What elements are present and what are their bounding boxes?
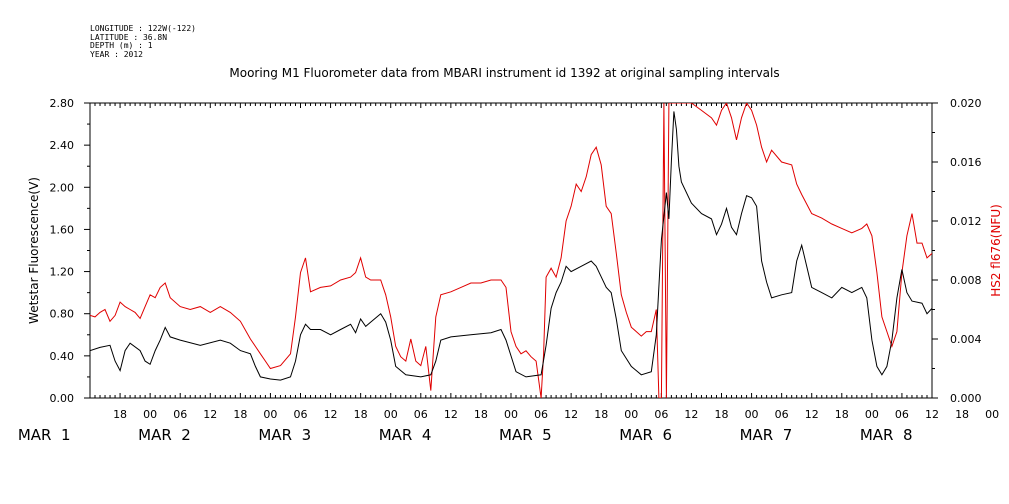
x-hour-tick-label: 12: [203, 408, 217, 421]
x-hour-tick-label: 12: [324, 408, 338, 421]
x-hour-tick-label: 06: [294, 408, 308, 421]
x-hour-tick-label: 06: [173, 408, 187, 421]
x-hour-tick-label: 18: [715, 408, 729, 421]
right-y-tick-label: 0.004: [950, 333, 982, 346]
x-hour-tick-label: 18: [835, 408, 849, 421]
latitude-label: LATITUDE : 36.8N: [90, 32, 168, 42]
x-hour-tick-label: 00: [263, 408, 277, 421]
x-hour-tick-label: 06: [534, 408, 548, 421]
left-y-tick-label: 2.80: [50, 97, 75, 110]
left-y-tick-label: 0.80: [50, 308, 75, 321]
plot-frame: [89, 102, 933, 399]
x-hour-tick-label: 12: [684, 408, 698, 421]
right-y-tick-label: 0.016: [950, 156, 982, 169]
x-day-label: MAR 5: [499, 426, 552, 444]
x-hour-tick-label: 06: [414, 408, 428, 421]
right-y-tick-label: 0.000: [950, 392, 982, 405]
hs2-series-line: [90, 103, 932, 398]
location-metadata: LONGITUDE : 122W(-122) LATITUDE : 36.8N …: [90, 24, 196, 59]
x-day-label: MAR 7: [740, 426, 793, 444]
longitude-label: LONGITUDE : 122W(-122): [90, 24, 196, 33]
x-day-label: MAR 3: [258, 426, 311, 444]
x-hour-tick-label: 12: [444, 408, 458, 421]
right-y-tick-label: 0.008: [950, 274, 982, 287]
left-y-tick-label: 2.00: [50, 181, 75, 194]
x-hour-tick-label: 00: [624, 408, 638, 421]
chart-title: Mooring M1 Fluorometer data from MBARI i…: [229, 66, 780, 80]
x-hour-tick-label: 18: [233, 408, 247, 421]
left-y-tick-label: 0.00: [50, 392, 75, 405]
x-day-label: MAR 1: [18, 426, 71, 444]
left-y-tick-label: 0.40: [50, 350, 75, 363]
right-y-tick-label: 0.020: [950, 97, 982, 110]
x-hour-tick-label: 18: [113, 408, 127, 421]
x-hour-tick-label: 12: [805, 408, 819, 421]
x-hour-tick-label: 00: [384, 408, 398, 421]
x-hour-tick-label: 06: [895, 408, 909, 421]
x-hour-tick-label: 18: [354, 408, 368, 421]
x-hour-tick-label: 06: [654, 408, 668, 421]
x-hour-tick-label: 00: [865, 408, 879, 421]
x-day-label: MAR 4: [379, 426, 432, 444]
left-y-tick-label: 2.40: [50, 139, 75, 152]
x-hour-tick-label: 00: [745, 408, 759, 421]
x-hour-tick-label: 12: [564, 408, 578, 421]
x-day-label: MAR 6: [619, 426, 672, 444]
x-hour-tick-label: 18: [955, 408, 969, 421]
x-hour-tick-label: 06: [775, 408, 789, 421]
right-y-tick-label: 0.012: [950, 215, 982, 228]
x-hour-tick-label: 18: [594, 408, 608, 421]
wetstar-series-line: [90, 111, 932, 381]
depth-label: DEPTH (m) : 1: [90, 41, 153, 50]
x-hour-tick-label: 18: [474, 408, 488, 421]
left-y-tick-label: 1.20: [50, 266, 75, 279]
x-hour-tick-label: 12: [925, 408, 939, 421]
left-y-tick-label: 1.60: [50, 223, 75, 236]
x-hour-tick-label: 00: [985, 408, 999, 421]
x-day-label: MAR 8: [860, 426, 913, 444]
x-hour-tick-label: 00: [143, 408, 157, 421]
x-hour-tick-label: 00: [504, 408, 518, 421]
x-day-label: MAR 2: [138, 426, 191, 444]
right-y-axis-label: HS2 fl676(NFU): [989, 204, 1003, 297]
left-y-axis-label: Wetstar Fluorescence(V): [27, 177, 41, 324]
year-label: YEAR : 2012: [90, 49, 143, 59]
